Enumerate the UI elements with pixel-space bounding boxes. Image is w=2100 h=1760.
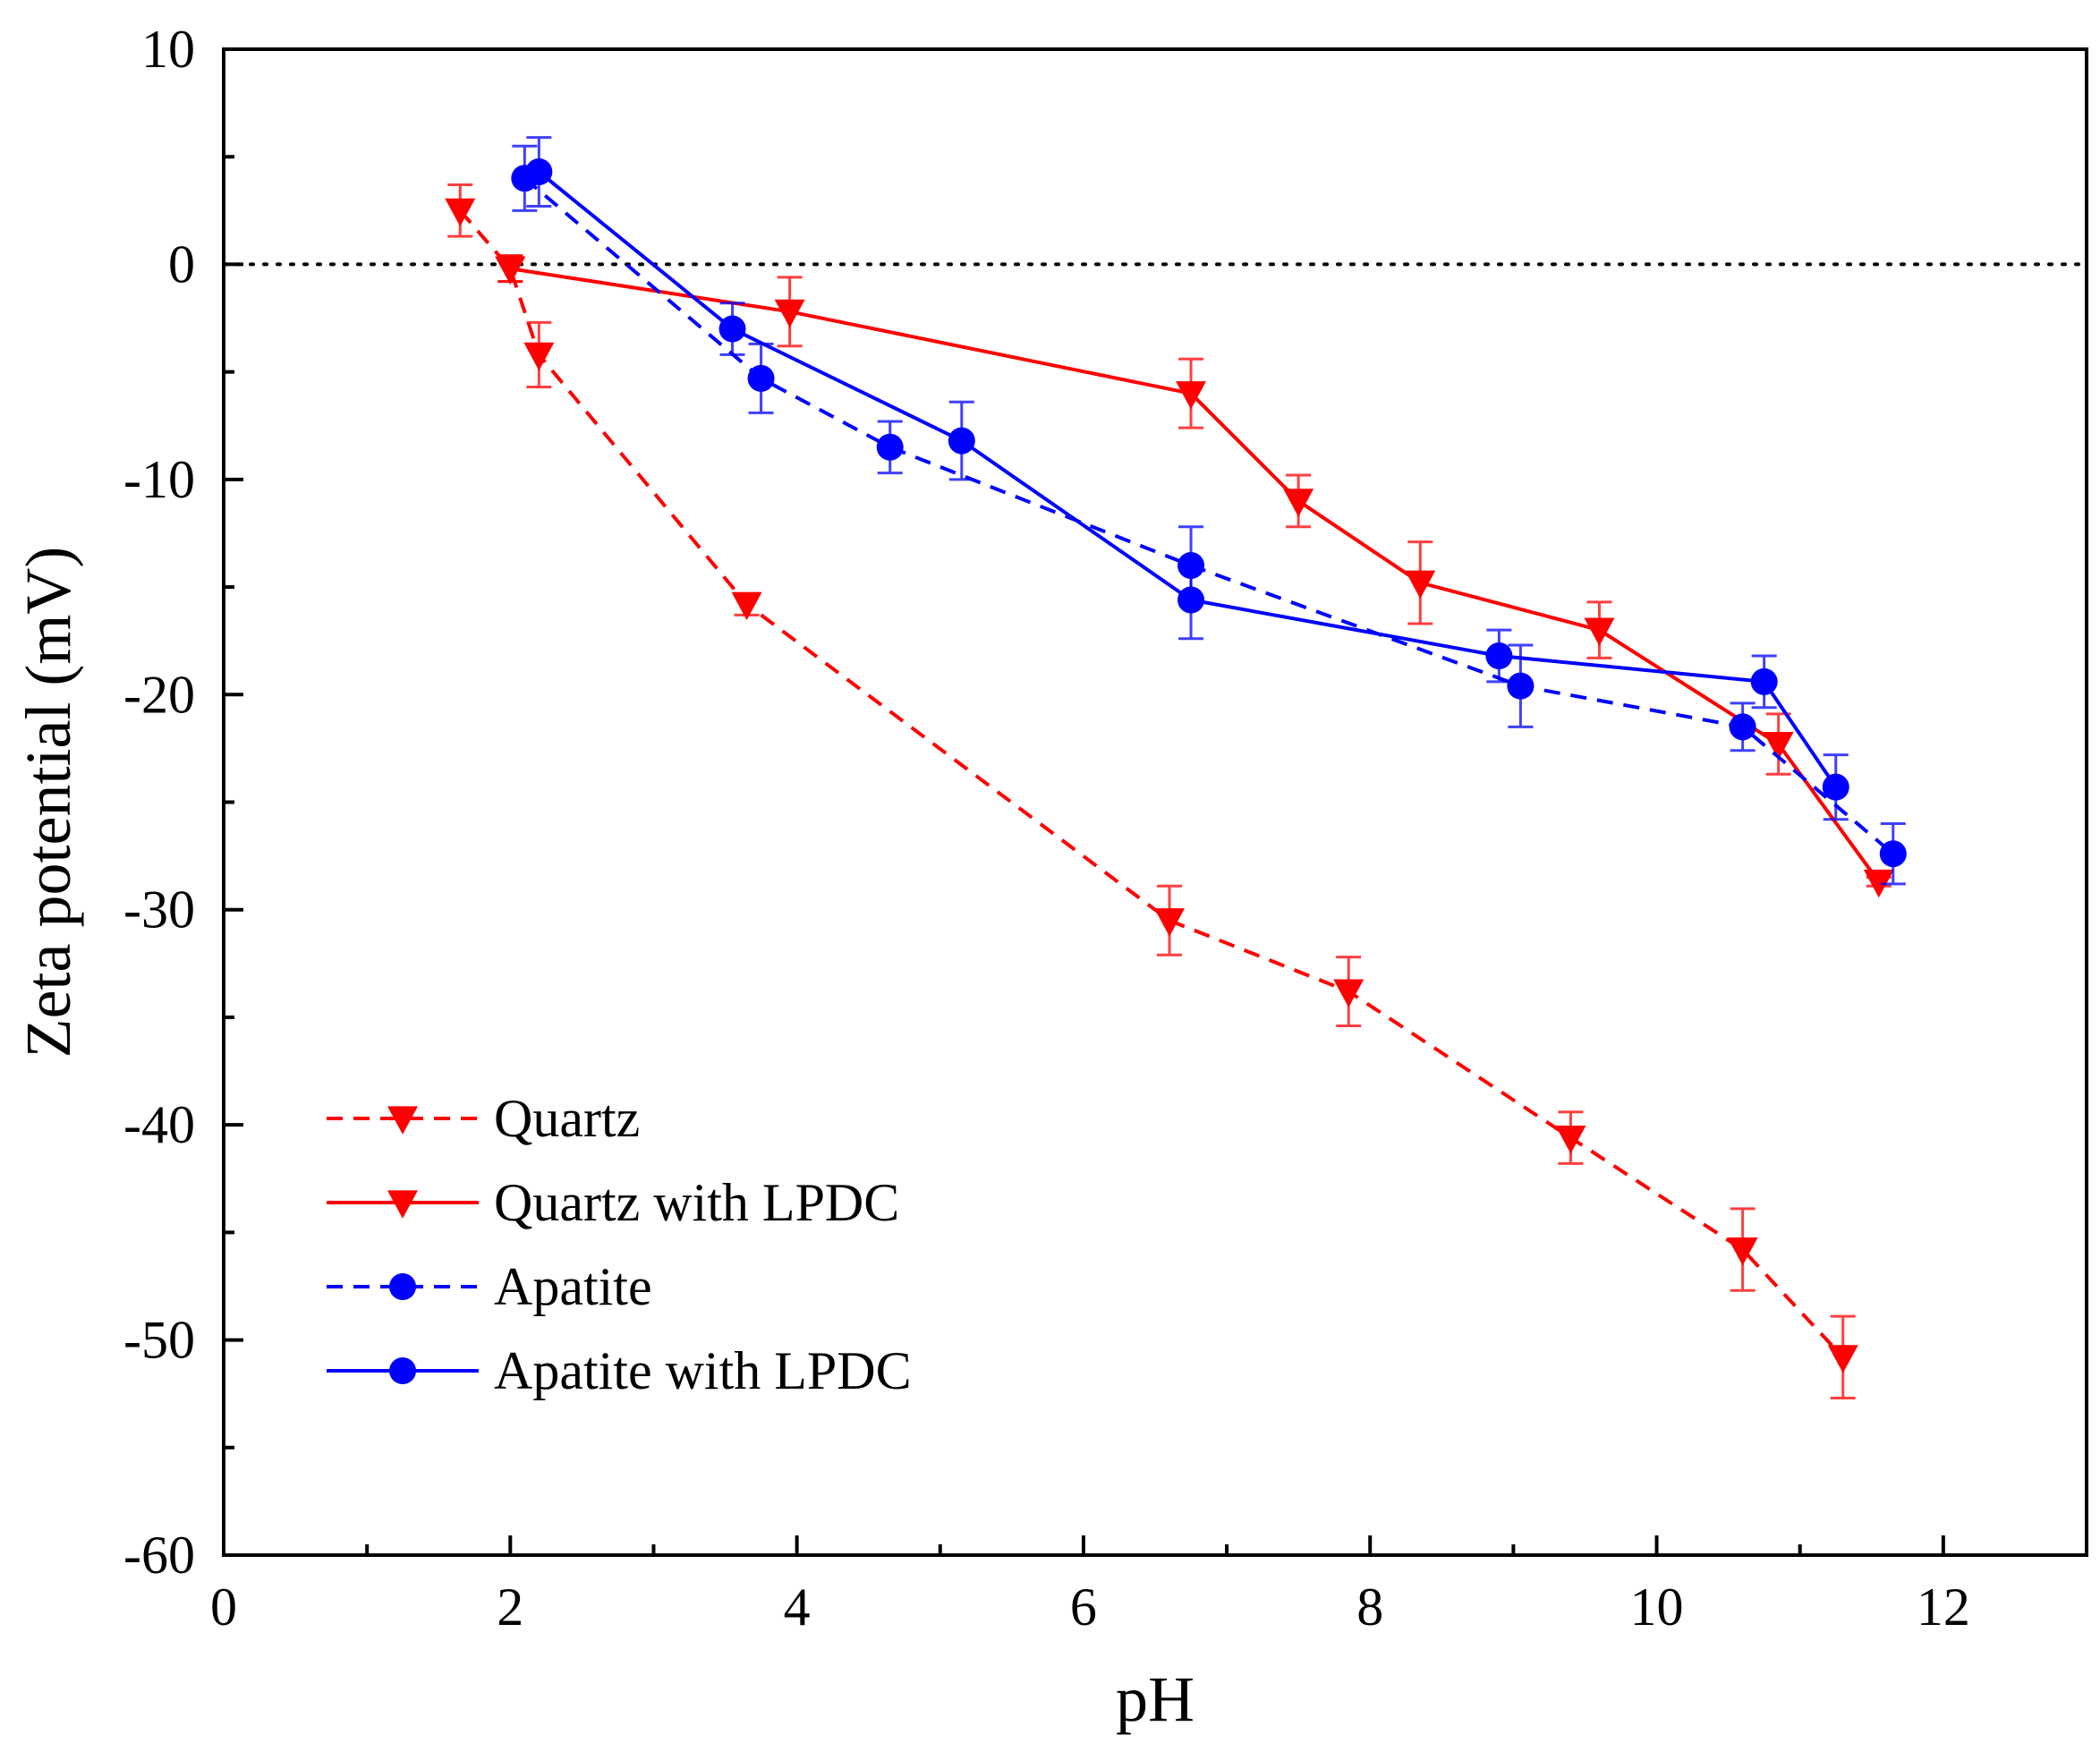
- x-tick-label: 2: [497, 1577, 523, 1637]
- y-tick-label: -20: [123, 665, 195, 724]
- data-point: [876, 433, 904, 461]
- data-point: [1405, 570, 1436, 599]
- legend-item-apatite-with-lpdc: Apatite with LPDC: [327, 1341, 912, 1400]
- data-point: [1333, 979, 1365, 1008]
- y-tick-label: 0: [168, 234, 195, 293]
- data-point: [523, 342, 555, 371]
- y-tick-label: -50: [123, 1311, 195, 1370]
- data-point: [774, 299, 805, 328]
- legend-label: Quartz: [494, 1089, 640, 1148]
- legend-item-apatite: Apatite: [327, 1257, 652, 1316]
- data-point: [1729, 713, 1756, 741]
- data-point: [1763, 731, 1794, 761]
- x-tick-label: 12: [1917, 1577, 1970, 1637]
- y-tick-label: 10: [141, 20, 195, 79]
- data-point: [718, 315, 746, 343]
- data-point: [1727, 1237, 1758, 1266]
- series-apatite-with-lpdc: [525, 136, 1849, 821]
- data-point: [1584, 617, 1615, 647]
- data-point: [1154, 908, 1186, 937]
- y-tick-label: -30: [123, 880, 195, 940]
- legend-item-quartz-with-lpdc: Quartz with LPDC: [327, 1173, 899, 1232]
- legend-marker: [389, 1273, 416, 1300]
- data-point: [1178, 586, 1205, 614]
- y-tick-label: -40: [123, 1095, 195, 1154]
- data-point: [1879, 840, 1907, 868]
- legend-marker: [389, 1357, 416, 1384]
- data-point: [1827, 1345, 1858, 1373]
- data-point: [525, 158, 553, 186]
- axis-layer: 0 2 4 6 8 10 12 10 0 -10 -20 -30 -40 -50 -60: [123, 20, 1970, 1637]
- y-axis-title: Zeta potential (mV): [13, 547, 84, 1059]
- data-point: [1176, 381, 1207, 410]
- legend-label: Apatite: [494, 1257, 652, 1316]
- legend-marker: [387, 1190, 418, 1219]
- data-point: [1822, 773, 1849, 801]
- legend: Quartz Quartz with LPDC Apatite Apatite wit…: [327, 1089, 912, 1400]
- series-layer: [445, 136, 1907, 1399]
- x-tick-label: 10: [1630, 1577, 1684, 1637]
- data-point: [1555, 1125, 1586, 1154]
- y-tick-label: -60: [123, 1526, 195, 1585]
- data-point: [445, 198, 476, 227]
- legend-item-quartz: Quartz: [327, 1089, 640, 1148]
- data-point: [1863, 869, 1894, 898]
- data-point: [731, 591, 762, 621]
- data-point: [1507, 672, 1535, 700]
- x-tick-label: 4: [784, 1577, 811, 1637]
- x-tick-label: 8: [1356, 1577, 1383, 1637]
- legend-marker: [387, 1106, 418, 1135]
- legend-label: Apatite with LPDC: [494, 1341, 912, 1400]
- data-point: [747, 364, 775, 392]
- legend-label: Quartz with LPDC: [494, 1173, 899, 1232]
- data-point: [1485, 642, 1513, 670]
- x-tick-label: 6: [1070, 1577, 1097, 1637]
- data-point: [948, 427, 975, 455]
- data-point: [1283, 489, 1314, 517]
- x-tick-label: 0: [210, 1577, 237, 1637]
- y-tick-label: -10: [123, 450, 195, 509]
- x-axis-title: pH: [1116, 1663, 1195, 1735]
- data-point: [1750, 667, 1778, 695]
- data-point: [495, 256, 526, 285]
